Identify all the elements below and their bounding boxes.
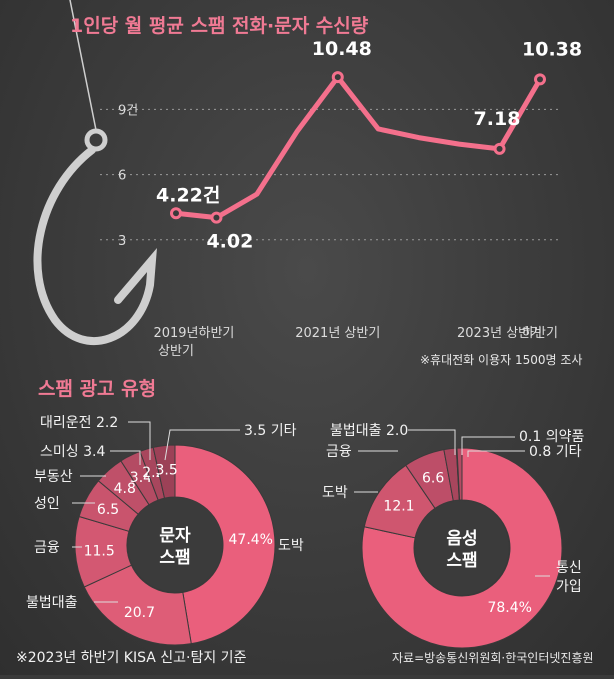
data-point: [210, 211, 223, 224]
outside-label-gambling-2: 도박: [322, 485, 348, 501]
slice-label: 6.5: [97, 502, 119, 518]
donut-center-label: 스팸: [159, 548, 190, 568]
data-point: [331, 71, 344, 84]
leader-line: [408, 429, 456, 455]
donut-slice: [174, 444, 276, 645]
line-value-labels: 4.22건 4.02 10.48 7.18 10.38: [156, 38, 582, 252]
outside-label-daeri: 대리운전 2.2: [40, 415, 118, 431]
donut-slice: [361, 447, 563, 649]
footer-note: ※2023년 하반기 KISA 신고·탐지 기준: [16, 650, 247, 666]
data-label: 4.02: [206, 231, 253, 253]
donut-center-label: 음성: [446, 529, 477, 549]
slice-label: 11.5: [84, 543, 115, 559]
donut-slice: [83, 564, 192, 646]
hook-eye: [84, 128, 108, 152]
outside-label-other: 3.5 기타: [244, 423, 297, 439]
slice-label: 12.1: [383, 498, 414, 514]
data-point: [534, 73, 546, 86]
leader-line: [128, 421, 151, 460]
donut-center-label: 문자: [159, 526, 191, 546]
y-tick-label: 6: [118, 169, 126, 184]
section-title: 스팸 광고 유형: [38, 378, 156, 400]
outside-label-realestate: 부동산: [34, 469, 73, 485]
outside-label-finance: 금융: [34, 540, 60, 556]
outside-label-medicine: 0.1 의약품: [519, 429, 584, 445]
leader-line: [467, 450, 525, 457]
donut-hole: [415, 501, 509, 595]
donut-center-label: 스팸: [446, 551, 477, 571]
y-tick-label: 9건: [118, 103, 138, 118]
outside-label-telecom: 통신: [556, 560, 582, 576]
outside-label-finance-2: 금융: [326, 444, 352, 460]
data-label: 10.48: [312, 38, 372, 60]
data-point: [170, 207, 182, 220]
footer-source: 자료=방송통신위원회·한국인터넷진흥원: [392, 651, 594, 665]
leader-line: [110, 450, 141, 465]
outside-label-join: 가입: [556, 579, 582, 595]
data-label: 7.18: [474, 108, 521, 130]
slice-label: 4.8: [114, 481, 136, 497]
leader-line: [164, 429, 240, 461]
slice-label: 6.6: [422, 471, 444, 487]
x-tick-label: 2019년: [153, 326, 198, 341]
line-chart-note: ※휴대전화 이용자 1500명 조사: [420, 353, 582, 367]
outside-label-other-2: 0.8 기타: [529, 444, 582, 460]
x-tick-label: 하반기: [522, 326, 558, 341]
y-tick-label: 3: [118, 234, 126, 249]
outside-label-illegal-loan-2: 불법대출 2.0: [330, 423, 408, 439]
line-series: [173, 74, 543, 221]
line-points: [170, 71, 546, 224]
data-label: 4.22건: [156, 184, 220, 206]
outside-label-illegal-loan: 불법대출: [26, 595, 78, 611]
fish-hook-illustration: [33, 0, 157, 345]
data-label: 10.38: [522, 38, 582, 60]
donut-hole: [128, 498, 222, 592]
slice-label: 78.4%: [487, 600, 531, 616]
donut-slice: [456, 447, 463, 501]
sms-leader-lines: [72, 421, 240, 603]
donut-slice: [152, 444, 176, 499]
data-point: [493, 142, 506, 155]
x-tick-label: 2021년 상반기: [295, 326, 380, 341]
slice-label: 47.4%: [229, 532, 273, 548]
line-chart-y-ticks: 3 6 9건: [118, 103, 138, 248]
slice-label: 3.5: [156, 462, 178, 478]
leader-line: [461, 436, 515, 455]
slice-label: 3.4: [130, 470, 152, 486]
x-tick-label: 하반기: [198, 326, 234, 341]
line-chart-gridlines: [100, 108, 560, 241]
x-tick-label: 2023년 상반기: [457, 326, 542, 341]
slice-label: 20.7: [124, 605, 155, 621]
outside-label-gambling: 도박: [278, 538, 304, 554]
line-chart-title: 1인당 월 평균 스팸 전화·문자 수신량: [70, 15, 369, 37]
voice-leader-lines: [354, 429, 550, 577]
x-tick-label: 상반기: [158, 344, 194, 359]
hook-bend: [33, 146, 157, 345]
outside-label-adult: 성인: [34, 496, 60, 512]
fishing-line: [69, 0, 97, 131]
outside-label-smishing: 스미싱 3.4: [40, 444, 105, 460]
